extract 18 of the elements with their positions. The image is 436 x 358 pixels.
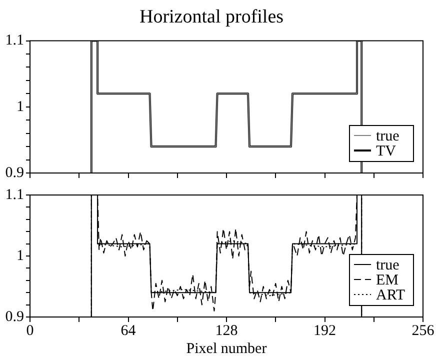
y-tick-label: 1: [16, 98, 24, 115]
y-tick-label: 1.1: [5, 32, 24, 49]
x-tick-label: 256: [412, 322, 435, 339]
x-tick-label: 128: [215, 322, 238, 339]
y-tick-label: 0.9: [5, 308, 24, 325]
y-tick-label: 0.9: [5, 164, 24, 181]
legend-label: EM: [376, 272, 398, 288]
y-tick-label: 1.1: [5, 186, 24, 203]
y-tick-label: 1: [16, 248, 24, 264]
legend-label: true: [376, 128, 400, 144]
chart-title: Horizontal profiles: [139, 6, 284, 28]
legend-label: true: [376, 257, 400, 274]
x-axis-title: Pixel number: [186, 340, 267, 357]
x-tick-label: 64: [120, 322, 136, 339]
x-tick-label: 0: [26, 322, 34, 339]
legend-label: ART: [376, 287, 406, 304]
legend-label: TV: [376, 143, 396, 160]
x-tick-label: 192: [314, 322, 336, 339]
